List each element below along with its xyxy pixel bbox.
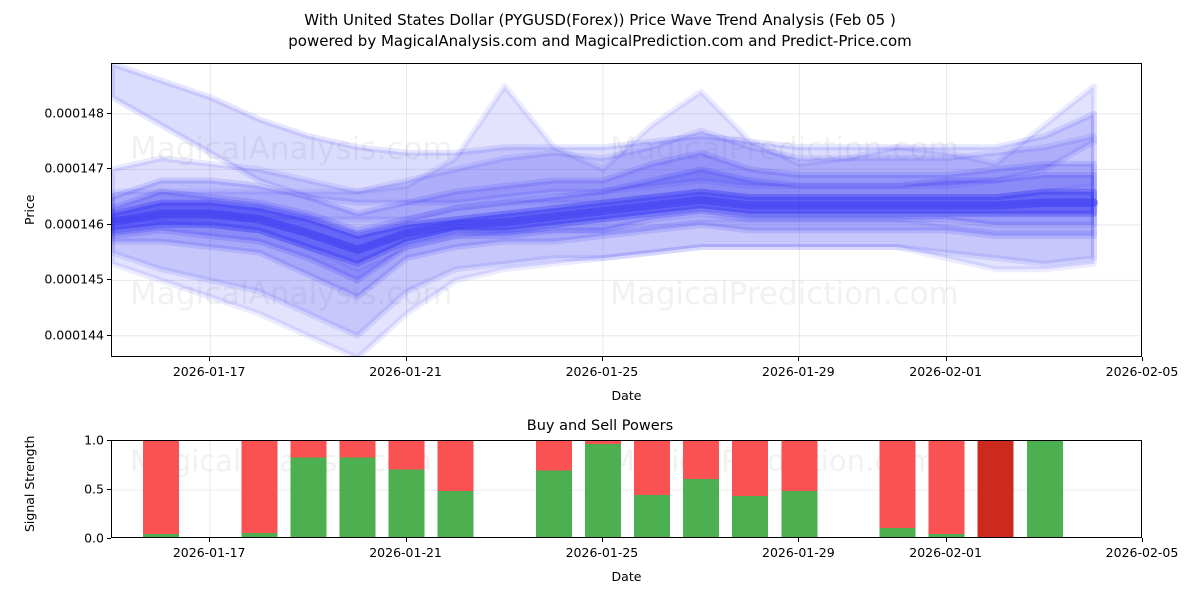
price-wave-ytick-label: 0.000146 — [44, 216, 104, 232]
wave-subband-2 — [112, 196, 1098, 255]
buy-sell-powers-xaxis-label: Date — [611, 569, 642, 584]
price-wave-xtick-label: 2026-01-21 — [369, 364, 442, 379]
price-wave-ytick-mark — [107, 112, 111, 114]
wave-band-spike-down — [112, 216, 1097, 356]
buy-sell-powers-title: Buy and Sell Powers — [526, 418, 674, 434]
bar-segment — [634, 441, 671, 495]
bar-segment — [584, 443, 621, 537]
figure-title: With United States Dollar (PYGUSD(Forex)… — [0, 10, 1200, 52]
price-wave-xtick-label: 2026-02-01 — [909, 364, 982, 379]
title-line-2: powered by MagicalAnalysis.com and Magic… — [288, 32, 912, 50]
price-wave-xaxis-label: Date — [611, 388, 642, 403]
price-wave-xtick-mark — [945, 357, 947, 361]
buy-sell-xtick-mark — [798, 538, 800, 542]
price-wave-xtick-mark — [1142, 357, 1143, 361]
buy-sell-ytick-mark — [107, 489, 111, 490]
buy-sell-xtick-label: 2026-01-25 — [565, 545, 639, 560]
price-wave-yaxis-label: Price — [22, 194, 37, 226]
wave-band-peak-up-late — [112, 83, 1097, 223]
price-wave-ytick-label: 0.000148 — [44, 105, 104, 121]
bar-segment — [584, 441, 621, 444]
bar-segment — [437, 490, 474, 537]
price-wave-ytick-mark — [107, 279, 111, 281]
watermark-text: MagicalPrediction.com — [610, 276, 959, 312]
price-wave-ytick-label: 0.000147 — [44, 160, 104, 176]
buy-sell-xtick-label: 2026-01-17 — [172, 545, 246, 560]
bar-segment — [1026, 441, 1063, 537]
buy-sell-xtick-label: 2026-01-21 — [369, 545, 442, 560]
buy-sell-ytick-label: 0.5 — [84, 481, 104, 497]
buy-sell-xtick-label: 2026-02-01 — [909, 545, 982, 560]
buy-sell-xtick-mark — [209, 538, 211, 542]
bar-segment — [339, 441, 376, 458]
bar-segment — [781, 441, 818, 491]
price-wave-ytick-label: 0.000145 — [44, 271, 104, 287]
bar-segment — [732, 441, 769, 496]
buy-sell-xtick-mark — [601, 538, 603, 542]
bar-segment — [928, 534, 965, 537]
wave-subband-5 — [112, 195, 1098, 254]
buy-sell-xtick-mark — [405, 538, 407, 542]
bar-segment — [143, 441, 180, 535]
bar-segment — [683, 479, 720, 537]
buy-sell-xtick-label: 2026-01-29 — [762, 545, 835, 560]
buy-sell-xtick-label: 2026-02-05 — [1105, 545, 1179, 560]
bar-segment — [683, 441, 720, 480]
price-wave-svg: MagicalAnalysis.com MagicalPrediction.com… — [112, 64, 1141, 356]
bar-segment — [290, 457, 327, 537]
buy-sell-ytick-mark — [107, 538, 111, 539]
price-wave-xtick-label: 2026-01-29 — [762, 364, 835, 379]
price-wave-xtick-mark — [405, 357, 407, 361]
buy-sell-powers-svg: MagicalAnalysis.com MagicalPrediction.com — [112, 441, 1141, 537]
watermark-text: MagicalPrediction.com — [610, 131, 959, 167]
bar-segment — [781, 490, 818, 537]
bar-segment — [241, 441, 278, 534]
price-wave-xtick-mark — [601, 357, 603, 361]
price-wave-ytick-mark — [107, 168, 111, 170]
wave-subband-1 — [112, 195, 1098, 254]
price-wave-xtick-label: 2026-01-17 — [172, 364, 246, 379]
bar-segment — [339, 457, 376, 537]
price-wave-xtick-mark — [209, 357, 211, 361]
wave-subband-4 — [112, 196, 1098, 255]
buy-sell-ytick-label: 1.0 — [84, 432, 104, 448]
bar-segment — [388, 469, 425, 537]
bar-segment — [535, 441, 572, 471]
buy-sell-ytick-label: 0.0 — [84, 530, 104, 546]
bar-segment — [732, 495, 769, 537]
bar-segment — [241, 533, 278, 537]
wave-band-band-core — [112, 188, 1097, 267]
buy-sell-xtick-mark — [1142, 538, 1143, 542]
price-wave-ytick-mark — [107, 334, 111, 336]
bar-segment — [388, 441, 425, 470]
price-wave-ytick-mark — [107, 223, 111, 225]
price-wave-ytick-label: 0.000144 — [44, 327, 104, 343]
buy-sell-powers-yaxis-label: Signal Strength — [22, 435, 37, 532]
bar-segment — [437, 441, 474, 491]
wave-band-band-outer-1 — [112, 64, 1097, 206]
bar-segment — [879, 441, 916, 529]
price-wave-plot-area: MagicalAnalysis.com MagicalPrediction.com… — [111, 63, 1142, 357]
buy-sell-powers-plot-area: MagicalAnalysis.com MagicalPrediction.com — [111, 440, 1142, 538]
bar-segment — [928, 441, 965, 535]
buy-sell-ytick-mark — [107, 440, 111, 441]
bar-segment — [535, 470, 572, 537]
price-wave-xtick-label: 2026-02-05 — [1105, 364, 1179, 379]
wave-band-band-outer-2 — [112, 127, 1097, 339]
bar-segment — [290, 441, 327, 458]
bar-segment — [879, 528, 916, 537]
wave-subband-0 — [112, 195, 1098, 255]
price-wave-xtick-label: 2026-01-25 — [565, 364, 639, 379]
bar-segment — [977, 441, 1014, 537]
bar-segment — [143, 534, 180, 537]
price-wave-xtick-mark — [798, 357, 800, 361]
watermark-text: MagicalAnalysis.com — [130, 131, 452, 167]
bar-segment — [634, 494, 671, 537]
title-line-1: With United States Dollar (PYGUSD(Forex)… — [304, 11, 896, 29]
watermark-text: MagicalAnalysis.com — [130, 276, 452, 312]
buy-sell-xtick-mark — [945, 538, 947, 542]
watermark-text: MagicalAnalysis.com — [130, 444, 432, 478]
wave-subband-3 — [112, 195, 1098, 254]
